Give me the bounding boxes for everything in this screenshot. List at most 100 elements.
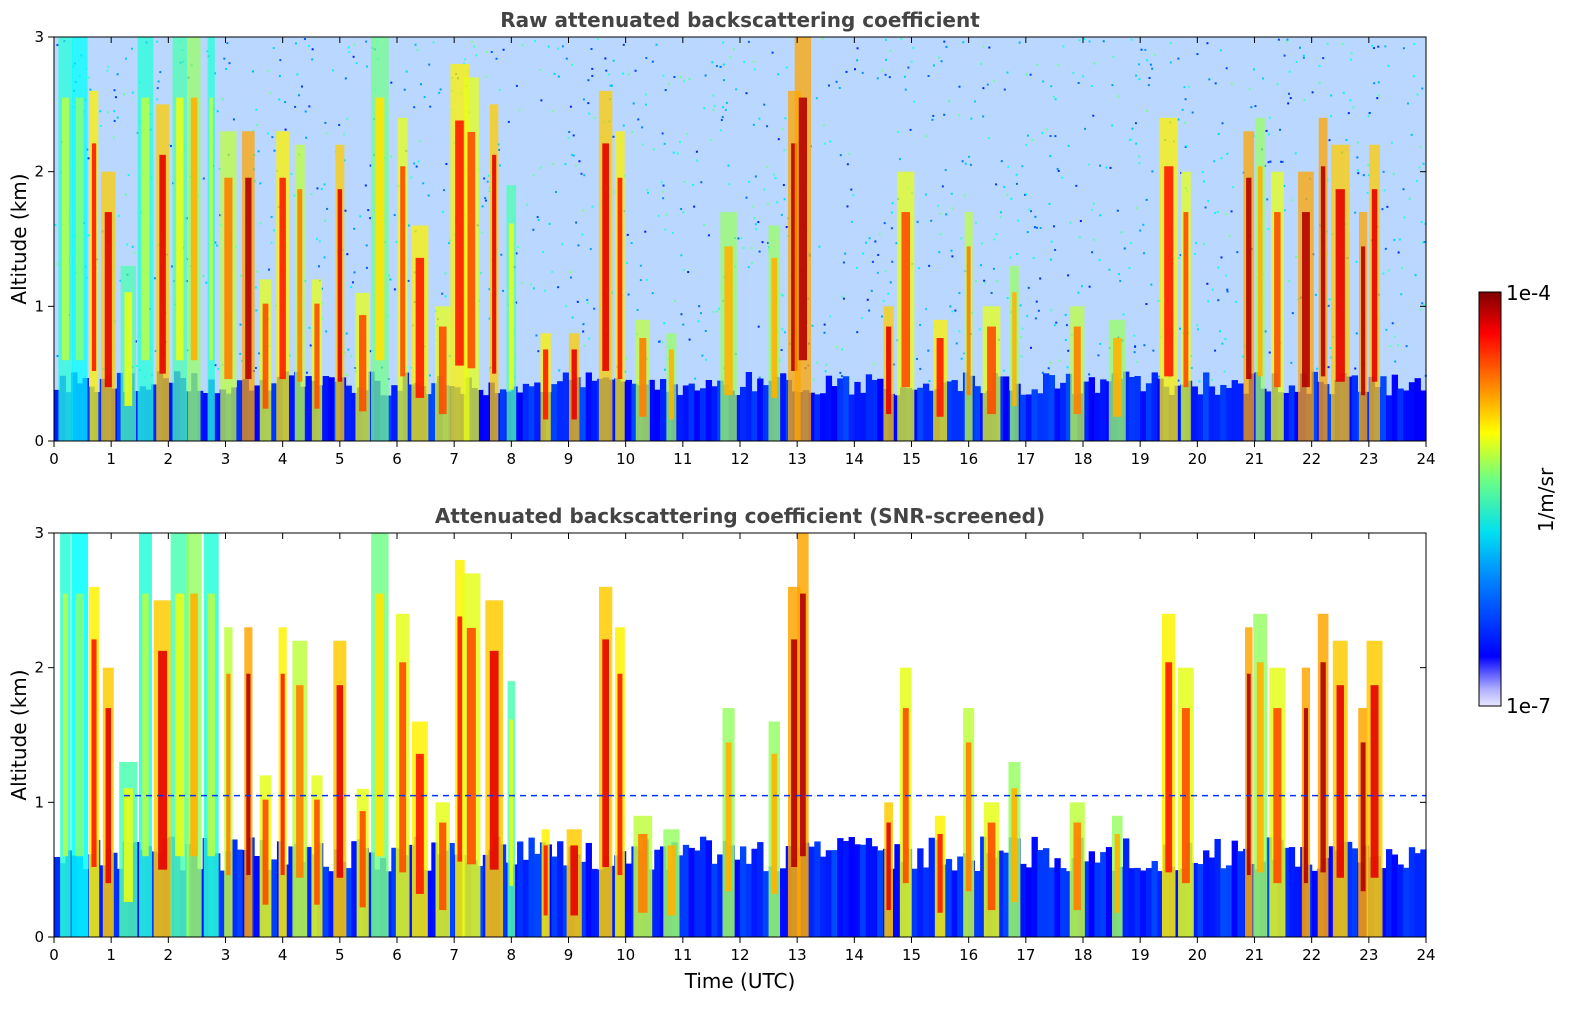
surface-layer-strip [219,870,227,937]
surface-layer-strip [236,849,244,937]
noise-speckle [1294,152,1297,155]
cloud-core [1113,337,1122,417]
noise-speckle [931,118,934,121]
noise-speckle [995,183,998,186]
surface-layer-strip [1265,837,1273,937]
noise-speckle [308,105,311,108]
surface-layer-strip [842,841,850,937]
noise-speckle [1138,78,1141,81]
noise-speckle [676,152,679,155]
noise-speckle [502,48,505,51]
cloud-core [466,627,476,865]
surface-layer-strip [202,393,209,441]
noise-speckle [1091,251,1094,254]
noise-speckle [442,210,445,213]
noise-speckle [776,201,779,204]
noise-speckle [626,233,629,236]
noise-speckle [651,60,654,63]
noise-speckle [973,100,976,103]
x-tick-label: 21 [1245,946,1264,964]
noise-speckle [1049,361,1052,364]
noise-speckle [1108,268,1111,271]
surface-layer-strip [1288,385,1296,441]
noise-speckle [1196,328,1199,331]
noise-speckle [502,289,505,292]
noise-speckle [1402,47,1405,50]
noise-speckle [1077,82,1080,85]
noise-speckle [484,197,487,200]
noise-speckle [591,67,594,70]
surface-layer-strip [780,373,787,441]
noise-speckle [660,181,663,184]
noise-speckle [254,366,257,369]
noise-speckle [239,323,242,326]
noise-speckle [228,62,231,65]
noise-speckle [464,58,467,61]
cloud-core [1302,212,1310,388]
noise-speckle [729,56,732,59]
surface-layer-strip [957,856,964,937]
noise-speckle [868,309,871,312]
noise-speckle [517,245,520,248]
noise-speckle [1266,198,1269,201]
noise-speckle [540,99,543,102]
noise-speckle [668,82,671,85]
noise-speckle [1035,300,1038,303]
noise-speckle [407,279,410,282]
noise-speckle [581,209,584,212]
surface-layer-strip [591,380,598,441]
noise-speckle [304,279,307,282]
noise-speckle [325,330,328,333]
noise-speckle [259,182,262,185]
noise-speckle [487,174,490,177]
noise-speckle [535,334,538,337]
surface-layer-strip [871,846,878,937]
cloud-core [1257,166,1263,377]
noise-speckle [1112,55,1115,58]
noise-speckle [344,209,347,212]
cloud-core [455,120,465,366]
noise-speckle [1144,48,1147,51]
noise-speckle [925,308,928,311]
noise-speckle [750,247,753,250]
cloud-core [791,143,798,371]
noise-speckle [958,85,961,88]
surface-layer-strip [814,394,821,441]
surface-layer-strip [757,842,764,937]
noise-speckle [422,182,425,185]
noise-speckle [1191,111,1194,114]
noise-speckle [498,88,501,91]
noise-speckle [1097,354,1100,357]
noise-speckle [439,88,442,91]
noise-speckle [766,165,769,168]
noise-speckle [221,98,224,101]
noise-speckle [463,62,466,65]
surface-layer-strip [1197,864,1204,937]
noise-speckle [567,136,570,139]
surface-layer-strip [534,853,541,937]
noise-speckle [1357,141,1360,144]
noise-speckle [1235,300,1238,303]
noise-speckle [269,91,272,94]
surface-layer-strip [1025,394,1033,441]
noise-speckle [722,63,725,66]
noise-speckle [841,348,844,351]
noise-speckle [1133,334,1136,337]
noise-speckle [1016,252,1019,255]
noise-speckle [884,38,887,41]
surface-layer-strip [694,390,701,441]
surface-layer-strip [254,855,261,937]
surface-layer-strip [345,385,352,441]
noise-speckle [1198,380,1201,383]
noise-speckle [715,65,718,68]
noise-speckle [683,181,686,184]
surface-layer-strip [1083,381,1090,441]
noise-speckle [725,101,728,104]
cloud-core [123,788,133,902]
noise-speckle [300,85,303,88]
noise-speckle [987,137,990,140]
noise-speckle [954,309,957,312]
surface-layer-strip [1265,391,1273,441]
noise-speckle [1329,347,1332,350]
noise-speckle [1350,52,1353,55]
